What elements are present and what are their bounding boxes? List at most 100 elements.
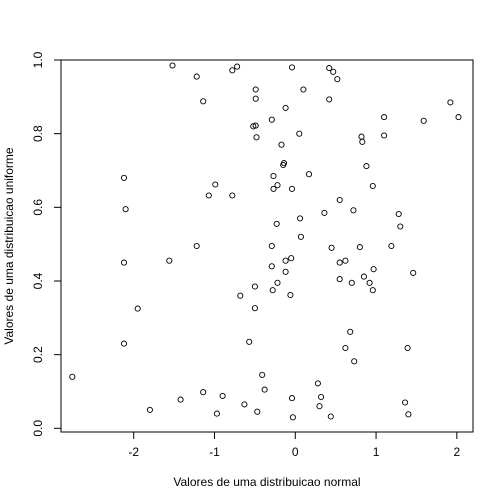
data-point	[134, 305, 141, 312]
data-point	[252, 86, 259, 93]
data-point	[314, 380, 321, 387]
y-tick-label: 0.8	[31, 125, 45, 142]
data-point	[363, 163, 370, 170]
data-point	[369, 182, 376, 190]
y-axis-title: Valores de uma distribuicao uniforme	[2, 147, 16, 345]
data-point	[261, 386, 268, 393]
data-point	[288, 64, 296, 71]
data-point	[241, 401, 248, 408]
data-point	[405, 411, 412, 418]
data-point	[252, 122, 259, 129]
data-point	[229, 192, 236, 199]
data-point	[402, 399, 409, 406]
data-point	[289, 414, 296, 421]
data-point	[252, 95, 259, 102]
data-point	[455, 114, 462, 121]
data-point	[166, 257, 173, 264]
data-point	[253, 134, 260, 141]
data-point	[169, 62, 176, 69]
data-point	[297, 215, 304, 222]
data-point	[318, 393, 325, 401]
y-tick-label: 0.0	[31, 420, 45, 437]
data-point	[270, 172, 277, 180]
data-point	[205, 192, 212, 199]
data-point	[334, 76, 341, 83]
y-axis: 0.0 0.2 0.4 0.6 0.8 1.0	[31, 51, 61, 437]
data-point	[200, 98, 207, 105]
x-tick-label: 0	[292, 445, 299, 459]
data-point	[420, 117, 427, 124]
data-point	[397, 223, 404, 230]
data-point	[297, 233, 304, 240]
x-axis-title: Valores de uma distribuicao normal	[173, 475, 360, 489]
data-point	[350, 207, 357, 214]
data-point	[251, 283, 258, 290]
data-point	[254, 408, 261, 415]
data-point	[234, 63, 241, 70]
data-point	[274, 182, 281, 189]
data-point	[237, 292, 244, 299]
data-point	[305, 171, 313, 178]
data-point	[122, 206, 129, 213]
data-point	[410, 269, 417, 276]
data-point	[342, 257, 349, 264]
data-point	[351, 358, 358, 365]
data-point	[288, 395, 296, 402]
data-point	[280, 161, 287, 169]
data-point	[287, 291, 294, 299]
data-point	[327, 413, 334, 420]
data-point	[321, 209, 328, 216]
data-point	[274, 279, 281, 286]
data-point	[336, 276, 343, 283]
data-point	[120, 174, 128, 181]
data-point	[381, 114, 388, 121]
data-point	[246, 338, 253, 345]
data-point	[200, 389, 207, 396]
data-point	[348, 279, 355, 286]
data-point	[366, 279, 373, 286]
data-point	[356, 244, 363, 251]
data-point	[404, 344, 411, 352]
y-tick-label: 0.6	[31, 199, 45, 216]
data-point	[288, 185, 296, 192]
data-point	[219, 392, 226, 399]
plot-frame	[60, 59, 474, 433]
x-tick-label: 1	[373, 445, 380, 459]
data-point	[296, 130, 303, 137]
data-point	[388, 242, 395, 250]
x-tick-label: -2	[128, 445, 139, 459]
data-point	[288, 255, 295, 262]
data-point	[328, 244, 335, 251]
data-point	[359, 138, 366, 145]
y-tick-label: 1.0	[31, 51, 45, 68]
data-point	[69, 373, 76, 380]
data-point	[270, 185, 277, 192]
data-point	[177, 396, 184, 403]
data-point	[212, 181, 219, 188]
data-point	[282, 268, 289, 275]
data-point	[193, 242, 200, 250]
data-point	[213, 410, 220, 417]
data-point	[360, 273, 367, 280]
data-point	[268, 116, 275, 123]
points-layer	[69, 62, 462, 421]
data-point	[120, 340, 128, 347]
data-point	[229, 67, 236, 74]
x-axis: -2 -1 0 1 2	[128, 432, 460, 459]
data-point	[358, 133, 365, 140]
data-point	[278, 141, 285, 148]
data-point	[251, 305, 258, 312]
data-point	[347, 328, 354, 335]
data-point	[300, 86, 307, 93]
data-point	[268, 263, 275, 270]
data-point	[250, 123, 257, 130]
data-point	[269, 287, 276, 294]
data-point	[326, 96, 333, 103]
data-point	[370, 266, 377, 273]
data-point	[316, 403, 323, 410]
data-point	[326, 65, 333, 72]
data-point	[146, 406, 153, 413]
y-tick-label: 0.2	[31, 346, 45, 363]
data-point	[381, 132, 388, 139]
